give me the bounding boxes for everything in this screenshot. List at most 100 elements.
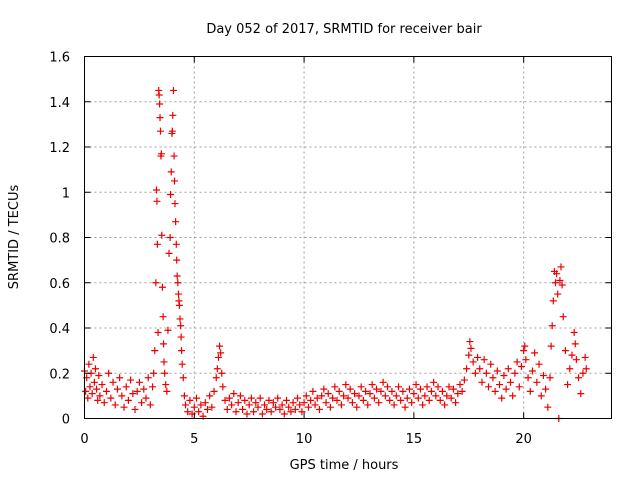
data-point [318,392,326,400]
data-point [245,401,253,409]
data-point [517,362,525,370]
data-point [313,394,321,402]
data-point [190,403,198,411]
data-point [513,358,521,366]
data-point [333,396,341,404]
data-point [276,405,284,413]
data-point [241,396,249,404]
data-point [250,408,258,416]
data-point [175,301,183,309]
axis-ticks [84,56,612,419]
data-point [176,315,184,323]
data-point [252,399,260,407]
data-point [315,405,323,413]
data-point [366,390,374,398]
data-point [195,408,203,416]
data-point [362,387,370,395]
data-point [156,127,164,135]
data-point [500,372,508,380]
data-point [466,338,474,346]
data-point [100,399,108,407]
data-point [152,279,160,287]
data-point [465,351,473,359]
data-point [173,272,181,280]
data-point [243,410,251,418]
data-point [434,383,442,391]
data-point [177,322,185,330]
data-point [206,392,214,400]
data-point [485,383,493,391]
data-point [212,374,220,382]
data-point [395,383,403,391]
data-point [304,403,312,411]
data-point [210,387,218,395]
data-point [173,256,181,264]
data-point [452,399,460,407]
data-point [320,385,328,393]
data-point [296,401,304,409]
y-tick-labels: 0 0.2 0.4 0.6 0.8 1 1.2 1.4 1.6 [49,51,70,428]
data-point [160,358,168,366]
x-tick-label: 10 [296,432,313,447]
data-point [96,392,104,400]
data-point [169,86,177,94]
data-point [129,390,137,398]
data-point [421,392,429,400]
data-point [236,392,244,400]
data-point [491,387,499,395]
data-point [232,408,240,416]
data-point [135,378,143,386]
data-point [159,313,167,321]
data-point [178,347,186,355]
data-point [504,365,512,373]
data-point [471,369,479,377]
data-point [118,392,126,400]
data-point [287,408,295,416]
data-point [107,394,115,402]
data-point [192,394,200,402]
data-point [171,177,179,185]
data-point [392,392,400,400]
data-point [528,367,536,375]
data-point [124,396,132,404]
data-point [90,378,98,386]
data-point [153,197,161,205]
data-point [364,401,372,409]
data-point [174,279,182,287]
data-point [467,344,475,352]
data-point [274,394,282,402]
data-point [480,356,488,364]
y-tick-label: 0.8 [49,232,70,247]
data-point [498,394,506,402]
data-point [88,390,96,398]
data-point [531,349,539,357]
data-point [234,399,242,407]
y-tick-label: 0.4 [49,322,70,337]
data-point [182,401,190,409]
data-point [386,396,394,404]
data-point [278,401,286,409]
data-point [546,374,554,382]
data-point [140,385,148,393]
data-point [157,150,165,158]
data-point [377,387,385,395]
data-point [120,403,128,411]
data-point [427,387,435,395]
data-point [254,403,262,411]
data-point [263,405,271,413]
data-point [201,399,209,407]
data-point [370,394,378,402]
data-point [368,381,376,389]
data-point [348,399,356,407]
data-point [326,403,334,411]
data-point [436,396,444,404]
data-point [302,392,310,400]
data-point [432,392,440,400]
data-point [469,358,477,366]
data-point [521,342,529,350]
data-point [285,403,293,411]
data-point [146,401,154,409]
data-point [447,394,455,402]
data-point [384,383,392,391]
data-point [476,365,484,373]
